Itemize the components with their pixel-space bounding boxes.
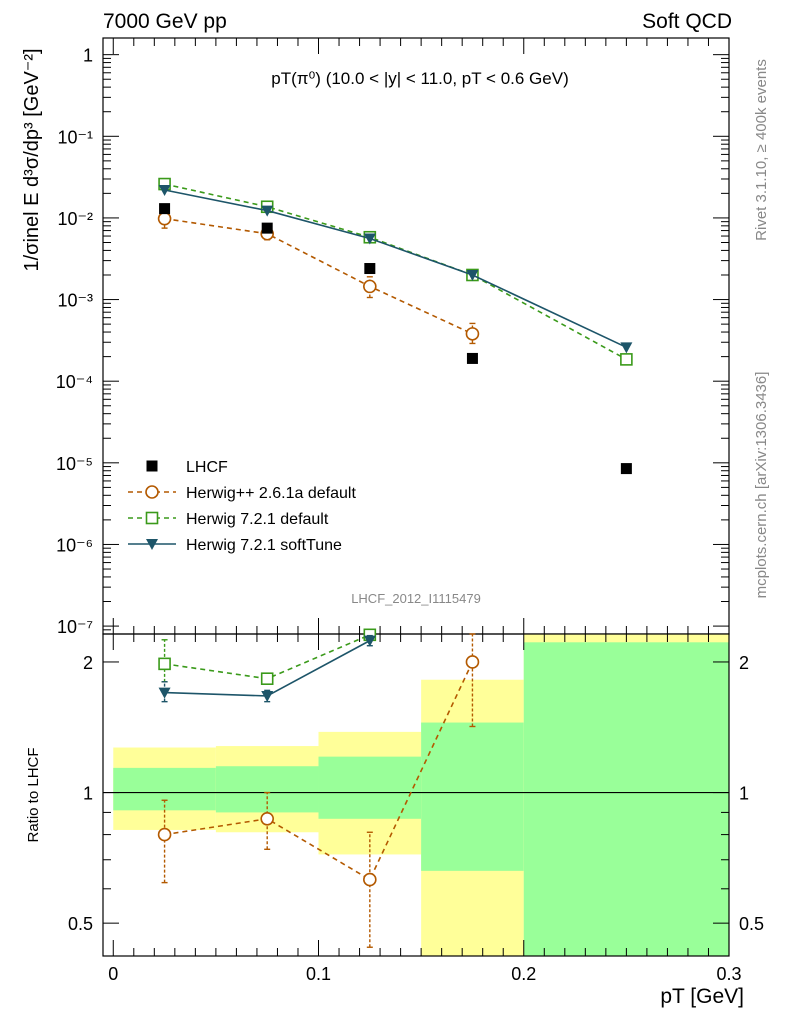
main-y-tick-label: 1 xyxy=(83,46,93,66)
analysis-tag: LHCF_2012_I1115479 xyxy=(351,591,481,606)
data-point-marker xyxy=(466,269,479,281)
data-point-marker xyxy=(363,279,377,294)
main-y-tick-label: 10⁻³ xyxy=(57,291,93,311)
data-point-marker xyxy=(364,263,376,275)
ratio-y-axis-label: Ratio to LHCF xyxy=(25,747,42,842)
legend-label: Herwig++ 2.6.1a default xyxy=(186,485,356,502)
main-y-tick-label: 10⁻⁵ xyxy=(56,454,93,474)
legend-label: Herwig 7.2.1 softTune xyxy=(186,537,342,554)
data-point-marker xyxy=(146,539,158,550)
legend: LHCF Herwig++ 2.6.1a default Herwig 7.2.1 … xyxy=(128,459,356,554)
main-y-tick-label: 10⁻¹ xyxy=(57,127,93,147)
data-point-marker xyxy=(158,184,171,196)
data-point-marker xyxy=(620,463,632,475)
data-point-marker xyxy=(465,327,480,341)
ratio-panel: 0 0.1 0.2 0.3 0.5 0.5 1 1 2 2 xyxy=(68,628,764,984)
ratio-band-inner xyxy=(215,766,319,813)
ratio-band-inner xyxy=(113,767,216,811)
main-panel: 1 10⁻¹ 10⁻² 10⁻³ 10⁻⁴ 10⁻⁵ 10⁻⁶ 10⁻⁷ xyxy=(56,37,730,637)
mcplots-label: mcplots.cern.ch [arXiv:1306.3436] xyxy=(753,372,770,599)
x-tick-label: 0.1 xyxy=(306,964,331,984)
ratio-series-line xyxy=(164,661,474,881)
data-point-marker xyxy=(465,655,480,669)
main-y-tick-label: 10⁻⁴ xyxy=(56,372,93,392)
series-line xyxy=(164,183,627,361)
x-tick-label: 0.3 xyxy=(716,964,741,984)
ratio-y-tick-label: 2 xyxy=(83,653,93,673)
legend-label: LHCF xyxy=(186,459,228,476)
data-point-marker xyxy=(620,353,633,366)
x-tick-label: 0.2 xyxy=(511,964,536,984)
data-point-marker xyxy=(363,233,376,245)
plot-title: pT(π⁰) (10.0 < |y| < 11.0, pT < 0.6 GeV) xyxy=(271,69,568,88)
main-y-tick-label: 10⁻² xyxy=(57,209,93,229)
data-point-marker xyxy=(158,687,171,699)
ratio-y-tick-label: 0.5 xyxy=(68,914,93,934)
x-axis-label: pT [GeV] xyxy=(660,985,744,1008)
data-point-marker xyxy=(145,485,159,499)
data-point-marker xyxy=(157,827,172,842)
data-point-marker xyxy=(260,672,274,685)
x-tick-label: 0 xyxy=(108,964,118,984)
series-line xyxy=(164,217,473,335)
rivet-version-label: Rivet 3.1.10, ≥ 400k events xyxy=(753,59,770,241)
data-point-marker xyxy=(620,342,633,354)
header-right-label: Soft QCD xyxy=(642,10,732,33)
ratio-y-tick-label-right: 2 xyxy=(739,653,749,673)
ratio-y-tick-label-right: 0.5 xyxy=(739,914,764,934)
ratio-band-inner xyxy=(523,642,729,956)
data-point-marker xyxy=(158,657,171,671)
main-y-axis-label: 1/σinel E d³σ/dp³ [GeV⁻²] xyxy=(21,48,43,271)
data-point-marker xyxy=(261,690,274,702)
ratio-y-tick-label-right: 1 xyxy=(739,784,749,804)
series-line xyxy=(164,189,627,349)
data-point-marker xyxy=(159,203,171,215)
header-left-label: 7000 GeV pp xyxy=(103,10,227,33)
ratio-band-inner xyxy=(318,756,422,819)
data-point-marker xyxy=(261,222,273,234)
data-point-marker xyxy=(261,205,274,217)
data-point-marker xyxy=(466,352,478,364)
data-point-marker xyxy=(146,460,158,472)
data-point-marker xyxy=(363,635,376,647)
data-point-marker xyxy=(260,811,274,826)
data-point-marker xyxy=(363,872,377,887)
ratio-y-tick-label: 1 xyxy=(83,784,93,804)
ratio-band-inner xyxy=(421,722,524,871)
legend-label: Herwig 7.2.1 default xyxy=(186,511,329,528)
ratio-frame xyxy=(102,633,730,957)
main-y-tick-label: 10⁻⁷ xyxy=(57,617,93,637)
data-point-marker xyxy=(157,211,172,226)
main-y-tick-label: 10⁻⁶ xyxy=(56,535,93,555)
data-point-marker xyxy=(145,511,159,525)
